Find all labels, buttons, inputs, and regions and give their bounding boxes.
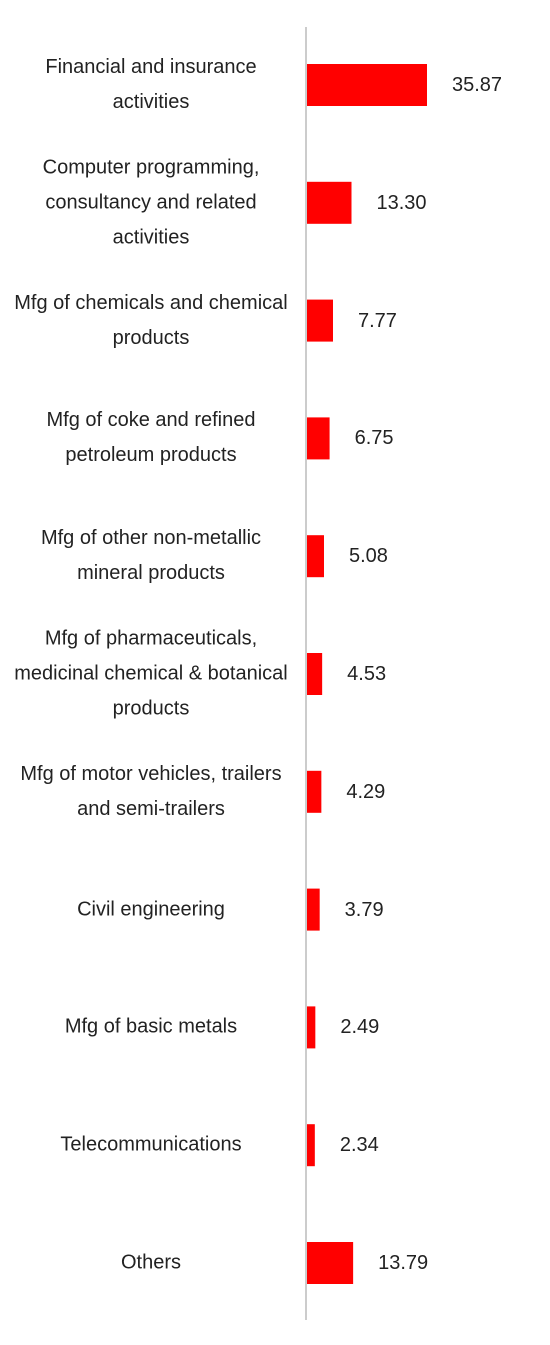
category-label: Mfg of coke and refined petroleum produc… xyxy=(46,409,256,467)
bar xyxy=(307,888,320,931)
value-label: 7.77 xyxy=(357,309,397,332)
bar xyxy=(307,299,333,342)
bar xyxy=(307,653,323,695)
bar xyxy=(307,770,322,813)
bar xyxy=(307,535,324,578)
category-label: Computer programming, consultancy and re… xyxy=(42,156,260,249)
bar xyxy=(307,181,352,224)
category-label: Telecommunications xyxy=(60,1133,242,1156)
category-label: Others xyxy=(120,1251,182,1274)
value-label: 3.79 xyxy=(344,898,384,921)
value-label: 4.53 xyxy=(347,663,387,685)
category-label: Mfg of chemicals and chemical products xyxy=(14,291,288,349)
value-label: 13.79 xyxy=(378,1252,429,1274)
category-label: Mfg of basic metals xyxy=(64,1015,238,1038)
bar xyxy=(307,1124,315,1167)
category-label: Civil engineering xyxy=(77,898,225,921)
value-label: 4.29 xyxy=(346,780,386,803)
category-label: Mfg of pharmaceuticals, medicinal chemic… xyxy=(14,627,288,720)
bar xyxy=(307,1006,316,1049)
value-label: 2.49 xyxy=(340,1016,380,1039)
bar xyxy=(307,417,330,460)
value-label: 13.30 xyxy=(376,191,427,214)
value-label: 2.34 xyxy=(339,1134,379,1157)
category-label: Mfg of motor vehicles, trailers and semi… xyxy=(20,762,282,820)
bar xyxy=(307,64,427,106)
value-label: 5.08 xyxy=(348,545,388,568)
category-label: Mfg of other non-metallic mineral produc… xyxy=(40,527,262,585)
value-label: 35.87 xyxy=(452,74,503,96)
bar xyxy=(307,1242,354,1284)
category-label: Financial and insurance activities xyxy=(45,56,257,113)
value-label: 6.75 xyxy=(354,427,394,450)
